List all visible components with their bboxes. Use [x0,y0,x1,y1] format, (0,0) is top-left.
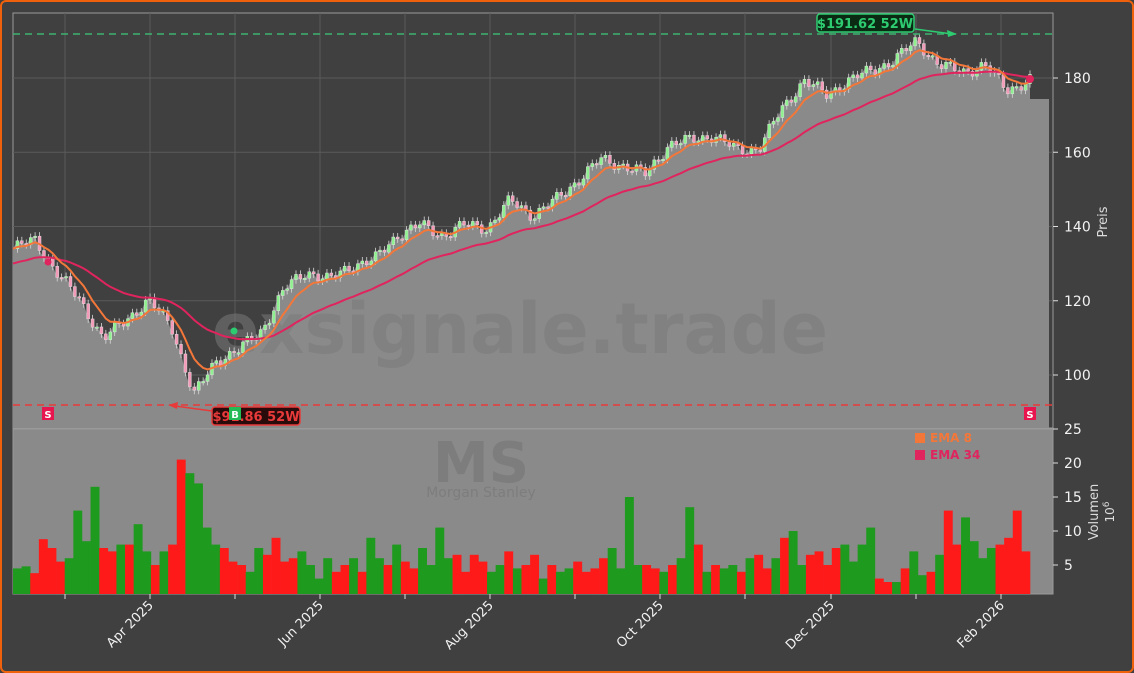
svg-text:25: 25 [1064,422,1082,438]
svg-text:Aug 2025: Aug 2025 [442,598,497,653]
low-52w-label: $91.86 52W [212,410,299,425]
svg-text:Apr 2025: Apr 2025 [104,598,157,651]
high-arrow [914,28,953,35]
ema8-line [12,49,1031,371]
company-watermark: Morgan Stanley [426,485,536,501]
svg-text:Dec 2025: Dec 2025 [783,598,838,653]
volume-bars [13,459,1031,594]
legend-ema8-swatch [915,433,925,443]
svg-text:100: 100 [1064,368,1091,384]
svg-text:Jun 2025: Jun 2025 [275,598,327,650]
svg-text:Feb 2026: Feb 2026 [955,598,1008,651]
volume-axis-title: Volumen [1087,484,1102,541]
buy-signal-label: B [231,410,239,421]
low-arrow [174,405,213,412]
candlesticks [15,33,1032,395]
x-axis: Apr 2025 Jun 2025 Aug 2025 Oct 2025 Dec 2025… [64,594,1008,653]
svg-text:140: 140 [1064,220,1091,236]
ema34-line [12,70,1031,341]
volume-unit: 106 [1102,501,1117,522]
svg-text:Oct 2025: Oct 2025 [614,598,667,651]
low-arrow-head [168,402,178,409]
ticker-watermark: MS [433,431,529,496]
sell-signal-marker [42,407,54,420]
legend-ema34-swatch [915,450,925,460]
last-price-dot [1026,75,1034,83]
buy-cross-dot [230,327,238,335]
sell-signal-label: S [44,410,51,421]
svg-text:160: 160 [1064,145,1091,161]
sell-signal-marker-2 [1024,407,1036,420]
svg-text:10: 10 [1064,524,1082,540]
watermark: exsignale.trade [212,288,828,370]
price-axis-title: Preis [1096,206,1111,237]
sell-cross-dot [44,258,52,266]
high-52w-label: $191.62 52W [817,17,913,32]
price-axis: 180 160 140 120 100 [1053,71,1091,384]
sell-signal-label-2: S [1026,410,1033,421]
buy-signal-marker [229,407,241,420]
price-area [13,37,1049,428]
svg-text:15: 15 [1064,490,1082,506]
svg-text:180: 180 [1064,71,1091,87]
svg-text:120: 120 [1064,294,1091,310]
high-52w-label-box [816,13,915,33]
high-arrow-head [947,30,957,37]
volume-axis: 25 20 15 10 5 [1053,422,1082,574]
svg-text:20: 20 [1064,456,1082,472]
legend-ema34-label: EMA 34 [930,448,980,462]
legend-ema8-label: EMA 8 [930,431,972,445]
svg-text:5: 5 [1064,558,1073,574]
